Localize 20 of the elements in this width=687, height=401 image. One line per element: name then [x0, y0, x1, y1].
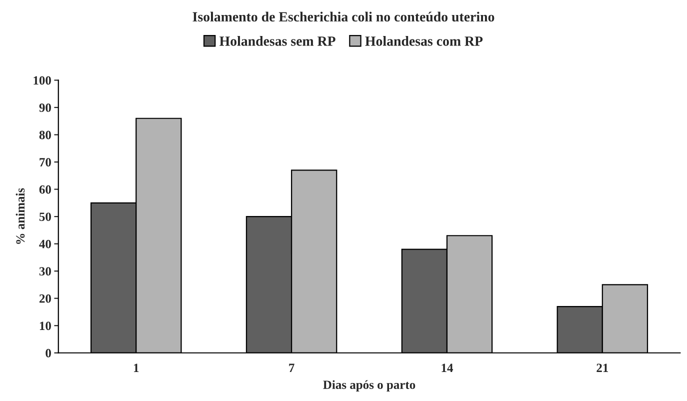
y-tick-label: 70 [40, 158, 51, 166]
y-tick-label: 0 [46, 348, 51, 358]
x-tick-label: 7 [289, 364, 294, 372]
y-tick-label: 100 [34, 76, 51, 85]
y-tick-label: 20 [39, 294, 51, 303]
chart-title: Isolamento de Escherichia coli no conteúdo uterino [192, 12, 494, 22]
y-tick-label: 30 [39, 267, 51, 276]
legend-label: Holandesas sem RP [220, 36, 336, 46]
x-tick-label: 21 [596, 364, 608, 372]
y-tick-label: 50 [39, 212, 51, 221]
x-axis-title: Dias após o parto [323, 380, 416, 392]
x-tick-label: 14 [442, 364, 453, 372]
y-tick-label: 10 [40, 322, 51, 330]
y-tick-label: 60 [39, 185, 51, 194]
y-tick-label: 80 [39, 130, 51, 140]
y-tick-label: 90 [39, 103, 51, 112]
y-tick-label: 40 [39, 240, 51, 248]
y-axis-title: % animais [16, 188, 25, 244]
x-tick-label: 1 [134, 364, 139, 372]
legend-label: Holandesas com RP [365, 36, 483, 46]
